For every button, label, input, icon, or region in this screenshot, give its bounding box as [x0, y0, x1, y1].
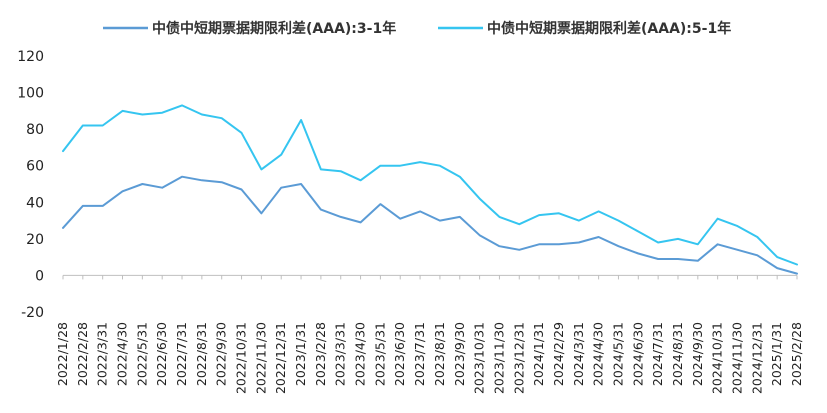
- x-axis: 2022/1/28 2022/2/28 2022/3/31 2022/4/30 2022…: [55, 274, 804, 394]
- legend: 中债中短期票据期限利差(AAA):3-1年 中债中短期票据期限利差(AAA):5…: [103, 20, 731, 37]
- x-tick-label: 2022/4/30: [115, 322, 130, 386]
- y-tick-label: 0: [35, 268, 44, 284]
- x-tick-label: 2023/10/31: [472, 322, 487, 394]
- x-tick-label: 2023/2/28: [313, 322, 328, 386]
- x-tick-label: 2022/12/31: [273, 322, 288, 394]
- x-tick-label: 2023/11/30: [491, 322, 506, 394]
- x-tick-label: 2024/1/31: [531, 322, 546, 386]
- series-line-1: [62, 175, 798, 275]
- x-tick-label: 2022/11/30: [253, 322, 268, 394]
- x-tick-label: 2022/6/30: [154, 322, 169, 386]
- x-tick-label: 2025/2/28: [789, 322, 804, 386]
- x-tick-label: 2024/10/31: [710, 322, 725, 394]
- y-tick-label: -20: [21, 305, 44, 321]
- y-tick-label: 80: [26, 122, 44, 138]
- x-tick-label: 2022/1/28: [55, 322, 70, 386]
- x-tick-label: 2023/6/30: [392, 322, 407, 386]
- x-tick-label: 2022/5/31: [134, 322, 149, 386]
- x-tick-label: 2024/12/31: [749, 322, 764, 394]
- legend-label-series-1: 中债中短期票据期限利差(AAA):3-1年: [152, 20, 396, 37]
- x-tick-label: 2022/8/31: [194, 322, 209, 386]
- x-tick-label: 2024/2/29: [551, 322, 566, 386]
- x-tick-label: 2024/6/30: [630, 322, 645, 386]
- x-tick-label: 2023/8/31: [432, 322, 447, 386]
- x-tick-label: 2024/8/31: [670, 322, 685, 386]
- legend-label-series-2: 中债中短期票据期限利差(AAA):5-1年: [487, 20, 731, 37]
- x-tick-label: 2024/9/30: [690, 322, 705, 386]
- x-tick-label: 2023/7/31: [412, 322, 427, 386]
- y-tick-label: 120: [17, 49, 44, 65]
- x-tick-label: 2024/5/31: [610, 322, 625, 386]
- x-tick-label: 2024/3/31: [571, 322, 586, 386]
- x-tick-label: 2023/3/31: [333, 322, 348, 386]
- x-tick-label: 2023/5/31: [372, 322, 387, 386]
- x-tick-label: 2022/3/31: [95, 322, 110, 386]
- x-tick-label: 2025/1/31: [769, 322, 784, 386]
- x-tick-label: 2022/2/28: [75, 322, 90, 386]
- x-tick-label: 2022/10/31: [234, 322, 249, 394]
- y-tick-label: 40: [26, 195, 44, 211]
- x-tick-label: 2024/4/30: [591, 322, 606, 386]
- x-tick-label: 2022/7/31: [174, 322, 189, 386]
- series-line-2: [62, 104, 798, 266]
- x-tick-label: 2023/12/31: [511, 322, 526, 394]
- plot-area: [62, 104, 798, 275]
- x-tick-label: 2023/1/31: [293, 322, 308, 386]
- x-tick-label: 2024/11/30: [729, 322, 744, 394]
- y-tick-label: 60: [26, 159, 44, 175]
- x-tick-label: 2023/9/30: [452, 322, 467, 386]
- x-tick-label: 2023/4/30: [353, 322, 368, 386]
- x-tick-label: 2022/9/30: [214, 322, 229, 386]
- y-tick-label: 100: [17, 86, 44, 102]
- x-tick-label: 2024/7/31: [650, 322, 665, 386]
- y-tick-label: 20: [26, 232, 44, 248]
- y-axis: -20 0 20 40 60 80 100 120: [17, 49, 44, 321]
